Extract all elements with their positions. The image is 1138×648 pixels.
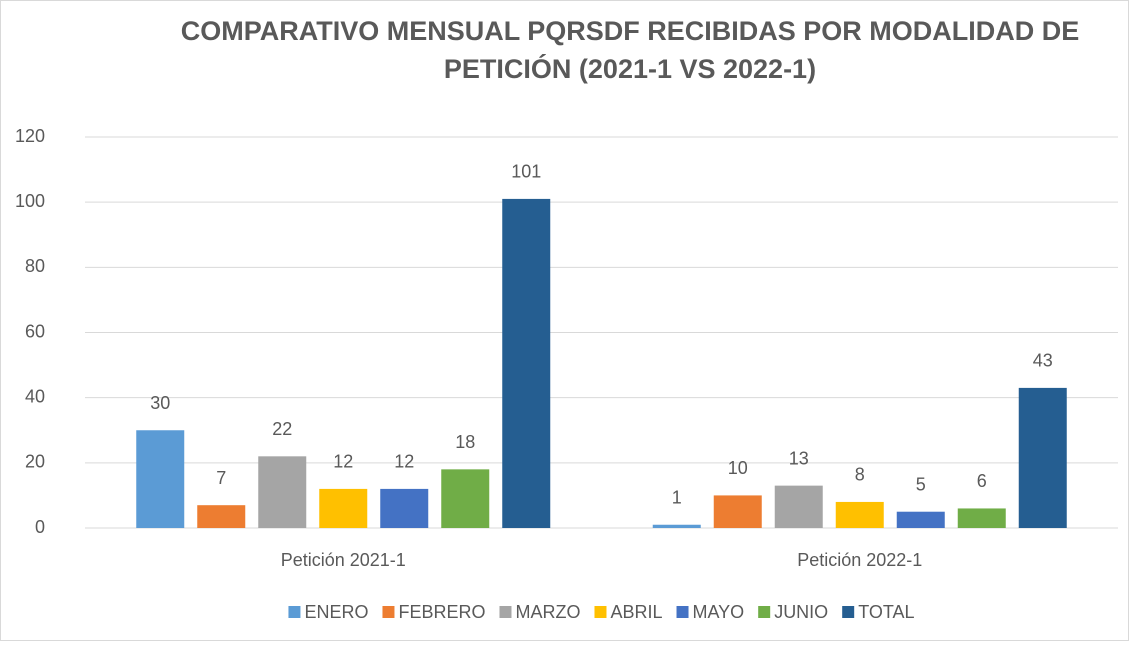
bar xyxy=(652,524,701,528)
y-tick-label: 80 xyxy=(25,256,45,276)
legend-label: FEBRERO xyxy=(398,602,485,622)
legend-swatch xyxy=(382,606,395,618)
legend-label: ENERO xyxy=(304,602,368,622)
bar xyxy=(835,501,884,528)
legend-swatch xyxy=(758,606,771,618)
legend-swatch xyxy=(842,606,855,618)
bar xyxy=(441,469,490,528)
data-label: 30 xyxy=(150,393,170,413)
y-tick-label: 60 xyxy=(25,321,45,341)
legend-label: MARZO xyxy=(515,602,580,622)
bar xyxy=(896,511,945,528)
bar xyxy=(1018,387,1067,528)
data-label: 12 xyxy=(394,452,414,472)
data-label: 6 xyxy=(977,471,987,491)
data-label: 8 xyxy=(855,465,865,485)
bar xyxy=(713,495,762,528)
legend-swatch xyxy=(499,606,512,618)
data-label: 5 xyxy=(916,474,926,494)
y-tick-label: 40 xyxy=(25,386,45,406)
x-tick-label: Petición 2022-1 xyxy=(797,550,922,570)
y-tick-label: 20 xyxy=(25,452,45,472)
bar xyxy=(319,488,368,528)
legend-swatch xyxy=(676,606,689,618)
bar xyxy=(136,430,185,528)
data-label: 12 xyxy=(333,452,353,472)
y-tick-label: 0 xyxy=(35,517,45,537)
bar xyxy=(380,488,429,528)
legend-label: MAYO xyxy=(693,602,745,622)
data-label: 22 xyxy=(272,419,292,439)
legend-label: TOTAL xyxy=(858,602,914,622)
bar xyxy=(197,505,246,528)
legend-label: ABRIL xyxy=(610,602,662,622)
legend-swatch xyxy=(288,606,301,618)
data-label: 18 xyxy=(455,432,475,452)
data-label: 1 xyxy=(672,487,682,507)
bar xyxy=(502,198,551,529)
bar xyxy=(258,456,307,528)
data-label: 13 xyxy=(789,448,809,468)
legend-swatch xyxy=(594,606,607,618)
data-label: 7 xyxy=(216,468,226,488)
legend-label: JUNIO xyxy=(774,602,828,622)
chart-title: COMPARATIVO MENSUAL PQRSDF RECIBIDAS POR… xyxy=(180,16,1080,84)
y-tick-label: 120 xyxy=(15,126,45,146)
x-tick-label: Petición 2021-1 xyxy=(281,550,406,570)
bar xyxy=(774,485,823,528)
y-tick-label: 100 xyxy=(15,191,45,211)
data-label: 43 xyxy=(1033,351,1053,371)
data-label: 10 xyxy=(728,458,748,478)
bar xyxy=(957,508,1006,528)
data-label: 101 xyxy=(511,162,541,182)
